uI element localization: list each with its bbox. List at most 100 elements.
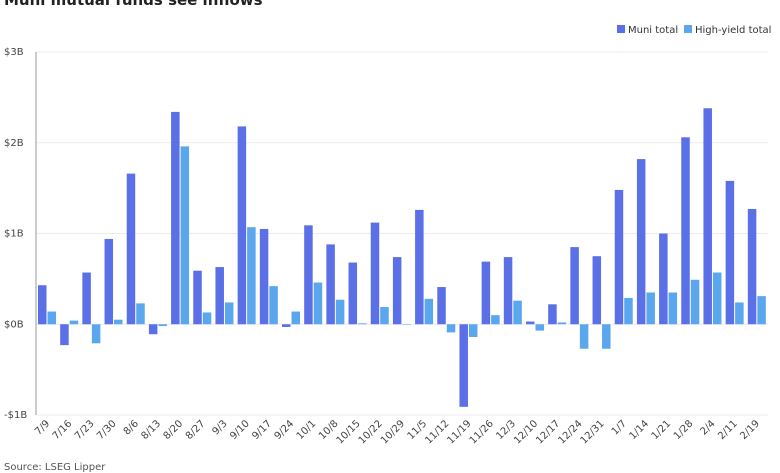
x-tick-label: 10/29 <box>379 418 407 446</box>
x-tick-label: 8/13 <box>139 418 163 442</box>
bar-high-yield-total <box>47 311 56 325</box>
bar-muni-total <box>592 256 602 325</box>
bar-high-yield-total <box>269 286 278 325</box>
bar-high-yield-total <box>114 319 123 325</box>
bar-muni-total <box>171 111 180 325</box>
bar-high-yield-total <box>380 307 389 325</box>
bar-high-yield-total <box>158 324 167 327</box>
bar-muni-total <box>82 272 91 325</box>
y-tick-label: $3B <box>4 47 24 58</box>
bar-high-yield-total <box>224 302 234 325</box>
bar-high-yield-total <box>557 322 567 325</box>
x-tick-label: 8/27 <box>184 418 208 442</box>
x-tick-label: 7/16 <box>51 418 75 442</box>
source-note: Source: LSEG Lipper <box>4 462 106 473</box>
x-tick-label: 11/12 <box>423 418 451 446</box>
x-tick-label: 7/23 <box>73 418 97 442</box>
x-tick-label: 10/1 <box>295 418 319 442</box>
bar-muni-total <box>392 257 402 325</box>
bar-muni-total <box>348 262 358 325</box>
bar-muni-total <box>503 257 513 325</box>
bar-muni-total <box>60 324 69 346</box>
x-tick-label: 12/31 <box>579 418 607 446</box>
bar-muni-total <box>570 247 579 325</box>
bars <box>38 108 766 407</box>
bar-high-yield-total <box>690 279 700 325</box>
y-tick-label: $1B <box>4 229 24 240</box>
bar-muni-total <box>193 270 202 325</box>
bar-muni-total <box>370 222 380 325</box>
x-tick-label: 12/17 <box>534 418 562 446</box>
y-axis: -$1B $0B $1B $2B $3B <box>4 47 37 421</box>
x-tick-label: 2/4 <box>699 418 718 437</box>
bar-high-yield-total <box>291 311 300 325</box>
bar-muni-total <box>747 208 757 325</box>
bar-muni-total <box>526 321 535 325</box>
bar-muni-total <box>237 126 247 325</box>
bar-muni-total <box>659 233 668 325</box>
x-tick-label: 1/28 <box>672 418 696 442</box>
bar-high-yield-total <box>468 324 478 337</box>
bar-high-yield-total <box>602 324 611 349</box>
bar-high-yield-total <box>491 315 500 325</box>
bar-muni-total <box>304 225 313 325</box>
bar-muni-total <box>415 209 424 325</box>
bar-muni-total <box>148 324 158 335</box>
x-tick-label: 11/26 <box>468 418 496 446</box>
x-axis: 7/97/167/237/30 8/68/138/208/27 9/39/109/1… <box>33 418 762 446</box>
x-tick-label: 9/3 <box>211 418 230 437</box>
bar-muni-total <box>259 228 269 325</box>
bar-high-yield-total <box>712 272 722 325</box>
chart-title: Muni mutual funds see inflows <box>4 0 263 9</box>
bar-muni-total <box>481 261 491 325</box>
bar-muni-total <box>681 137 690 325</box>
bar-high-yield-total <box>358 323 367 325</box>
x-tick-label: 1/21 <box>650 418 674 442</box>
x-tick-label: 10/15 <box>335 418 363 446</box>
bar-high-yield-total <box>202 312 212 325</box>
gridlines <box>36 51 768 416</box>
bar-muni-total <box>104 238 114 325</box>
bar-muni-total <box>614 189 624 325</box>
x-tick-label: 2/11 <box>716 418 740 442</box>
bar-high-yield-total <box>335 299 345 325</box>
x-tick-label: 10/22 <box>357 418 385 446</box>
x-tick-label: 2/19 <box>738 418 762 442</box>
bar-high-yield-total <box>646 292 655 325</box>
bar-high-yield-total <box>69 320 79 325</box>
bar-high-yield-total <box>735 302 744 325</box>
bar-high-yield-total <box>247 227 256 325</box>
x-tick-label: 12/24 <box>556 418 584 446</box>
bar-high-yield-total <box>91 324 101 344</box>
y-tick-label: -$1B <box>4 410 27 421</box>
bar-high-yield-total <box>424 298 434 325</box>
bar-muni-total <box>548 304 557 325</box>
bar-muni-total <box>437 287 446 325</box>
legend: Muni total High-yield total <box>617 25 771 36</box>
x-tick-label: 8/20 <box>162 418 186 442</box>
bar-high-yield-total <box>513 300 522 325</box>
x-tick-label: 12/10 <box>512 418 540 446</box>
x-tick-label: 1/14 <box>627 418 651 442</box>
x-tick-label: 9/17 <box>250 418 274 442</box>
x-tick-label: 9/24 <box>273 418 297 442</box>
bar-muni-total <box>38 285 47 325</box>
bar-high-yield-total <box>624 297 633 325</box>
legend-label-high-yield: High-yield total <box>695 25 771 36</box>
bar-muni-total <box>126 173 136 325</box>
legend-label-muni: Muni total <box>628 25 678 36</box>
bar-high-yield-total <box>757 296 766 325</box>
bar-high-yield-total <box>579 324 589 349</box>
bar-muni-total <box>725 180 735 325</box>
bar-high-yield-total <box>180 146 190 325</box>
y-tick-label: $0B <box>4 319 24 330</box>
bar-high-yield-total <box>535 324 544 331</box>
y-tick-label: $2B <box>4 138 24 149</box>
x-tick-label: 9/10 <box>228 418 252 442</box>
x-tick-label: 7/30 <box>95 418 119 442</box>
bar-high-yield-total <box>446 324 456 333</box>
bar-muni-total <box>636 159 646 325</box>
bar-muni-total <box>326 244 335 325</box>
x-tick-label: 7/9 <box>33 418 52 437</box>
bar-chart: -$1B $0B $1B $2B $3B 7/97/167/237/30 8/68/138… <box>4 25 771 447</box>
